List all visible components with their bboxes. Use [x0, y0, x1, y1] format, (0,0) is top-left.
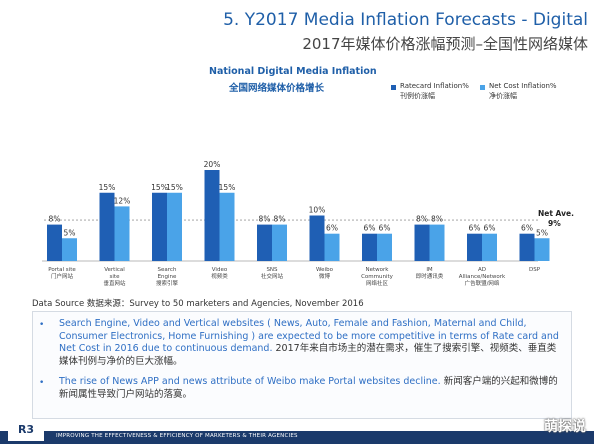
data-label: 8% [416, 215, 428, 224]
data-label: 8% [259, 215, 271, 224]
bar-chart: Net Ave.9%8%5%Portal site门户网站15%12%Verti… [42, 160, 574, 287]
data-label: 6% [469, 224, 481, 233]
bar-ratecard [309, 215, 325, 261]
note-1-cn: 2017年来自市场主的潜在需求，催生了搜索引擎、视频类、垂直类媒体刊例与净价的巨… [59, 343, 557, 367]
category-label-cn: 搜索引擎 [156, 279, 179, 287]
chart-title: National Digital Media Inflation [209, 66, 377, 77]
data-label: 6% [326, 224, 338, 233]
data-label: 10% [309, 206, 326, 215]
bar-ratecard [414, 224, 430, 261]
data-label: 15% [166, 183, 183, 192]
bar-ratecard [362, 233, 377, 261]
chart-subtitle: 全国网络媒体价格增长 [229, 83, 325, 94]
data-label: 6% [521, 224, 533, 233]
category-label: AD [478, 267, 486, 273]
bullet-icon: • [39, 378, 45, 388]
category-label-cn: 门户网站 [51, 272, 74, 280]
category-label: Network [366, 267, 390, 273]
note-2-cn: 新闻客户端的兴起和微博的新闻属性导致门户网站的落寞。 [59, 376, 558, 400]
note-2-en: The rise of News APP and news attribute … [59, 376, 441, 387]
category-label-cn: 垂直网站 [103, 279, 126, 287]
bar-ratecard [152, 192, 167, 261]
bar-ratecard [467, 233, 482, 261]
category-label-cn: 视频类 [211, 272, 228, 280]
bar-netcost [167, 192, 182, 261]
data-label: 8% [431, 215, 443, 224]
category-label-cn: 即时通讯类 [416, 272, 444, 280]
bar-netcost [219, 192, 235, 261]
category-label-cn: 广告联盟/网络 [465, 279, 500, 287]
data-label: 6% [364, 224, 376, 233]
category-label-cn: 网络社区 [366, 279, 389, 287]
data-label: 15% [99, 183, 116, 192]
legend-label-netcost: Net Cost Inflation% 净价涨幅 [489, 82, 557, 100]
data-label: 6% [379, 224, 391, 233]
data-label: 8% [49, 215, 61, 224]
net-average-label: Net Ave. [538, 209, 574, 218]
watermark: 萌探说 [544, 419, 586, 435]
r3-logo: R3 [8, 423, 44, 441]
bar-ratecard [99, 192, 115, 261]
bar-netcost [534, 238, 550, 261]
legend-swatch-netcost [480, 85, 485, 90]
bar-netcost [377, 233, 392, 261]
data-label: 8% [274, 215, 286, 224]
bar-netcost [324, 233, 340, 261]
bar-ratecard [47, 224, 62, 261]
category-label: Vertical [104, 267, 125, 273]
data-label: 5% [64, 228, 76, 237]
category-label: Engine [158, 274, 177, 280]
data-source: Data Source 数据来源：Survey to 50 marketers … [32, 299, 364, 309]
category-label: SNS [266, 267, 278, 273]
bar-ratecard [519, 233, 535, 261]
legend-swatch-ratecard [391, 85, 396, 90]
category-label: Weibo [316, 267, 334, 273]
footer-text: IMPROVING THE EFFECTIVENESS & EFFICIENCY… [56, 433, 298, 439]
notes-box: • Search Engine, Video and Vertical webs… [32, 311, 572, 419]
bar-ratecard [257, 224, 272, 261]
bar-netcost [429, 224, 445, 261]
footer-bar [0, 431, 594, 444]
category-label: IM [426, 267, 433, 273]
net-average-value: 9% [548, 219, 561, 228]
bar-netcost [62, 238, 77, 261]
data-label: 5% [536, 228, 548, 237]
data-label: 20% [204, 160, 221, 169]
data-label: 6% [484, 224, 496, 233]
legend-label-ratecard: Ratecard Inflation% 刊例价涨幅 [400, 82, 469, 100]
category-label: Search [158, 267, 177, 273]
category-label: DSP [529, 267, 541, 273]
category-label: Community [361, 274, 394, 280]
bar-ratecard [204, 170, 220, 261]
slide-title: 5. Y2017 Media Inflation Forecasts - Dig… [223, 10, 588, 30]
category-label-cn: 社交网站 [261, 272, 284, 280]
category-label-cn: 微博 [319, 272, 331, 280]
note-2: The rise of News APP and news attribute … [59, 376, 564, 401]
category-label: Video [212, 267, 228, 273]
category-label: site [110, 274, 121, 280]
note-1-en: Search Engine, Video and Vertical websit… [59, 318, 559, 354]
note-1: Search Engine, Video and Vertical websit… [59, 318, 564, 368]
category-label: Alliance/Network [459, 274, 506, 280]
bullet-icon: • [39, 320, 45, 330]
data-label: 15% [219, 183, 236, 192]
category-label: Portal site [48, 267, 76, 273]
bar-netcost [482, 233, 497, 261]
bar-netcost [114, 206, 130, 261]
slide-subtitle: 2017年媒体价格涨幅预测–全国性网络媒体 [302, 35, 588, 53]
data-label: 12% [114, 196, 131, 205]
bar-netcost [272, 224, 287, 261]
data-label: 15% [151, 183, 168, 192]
